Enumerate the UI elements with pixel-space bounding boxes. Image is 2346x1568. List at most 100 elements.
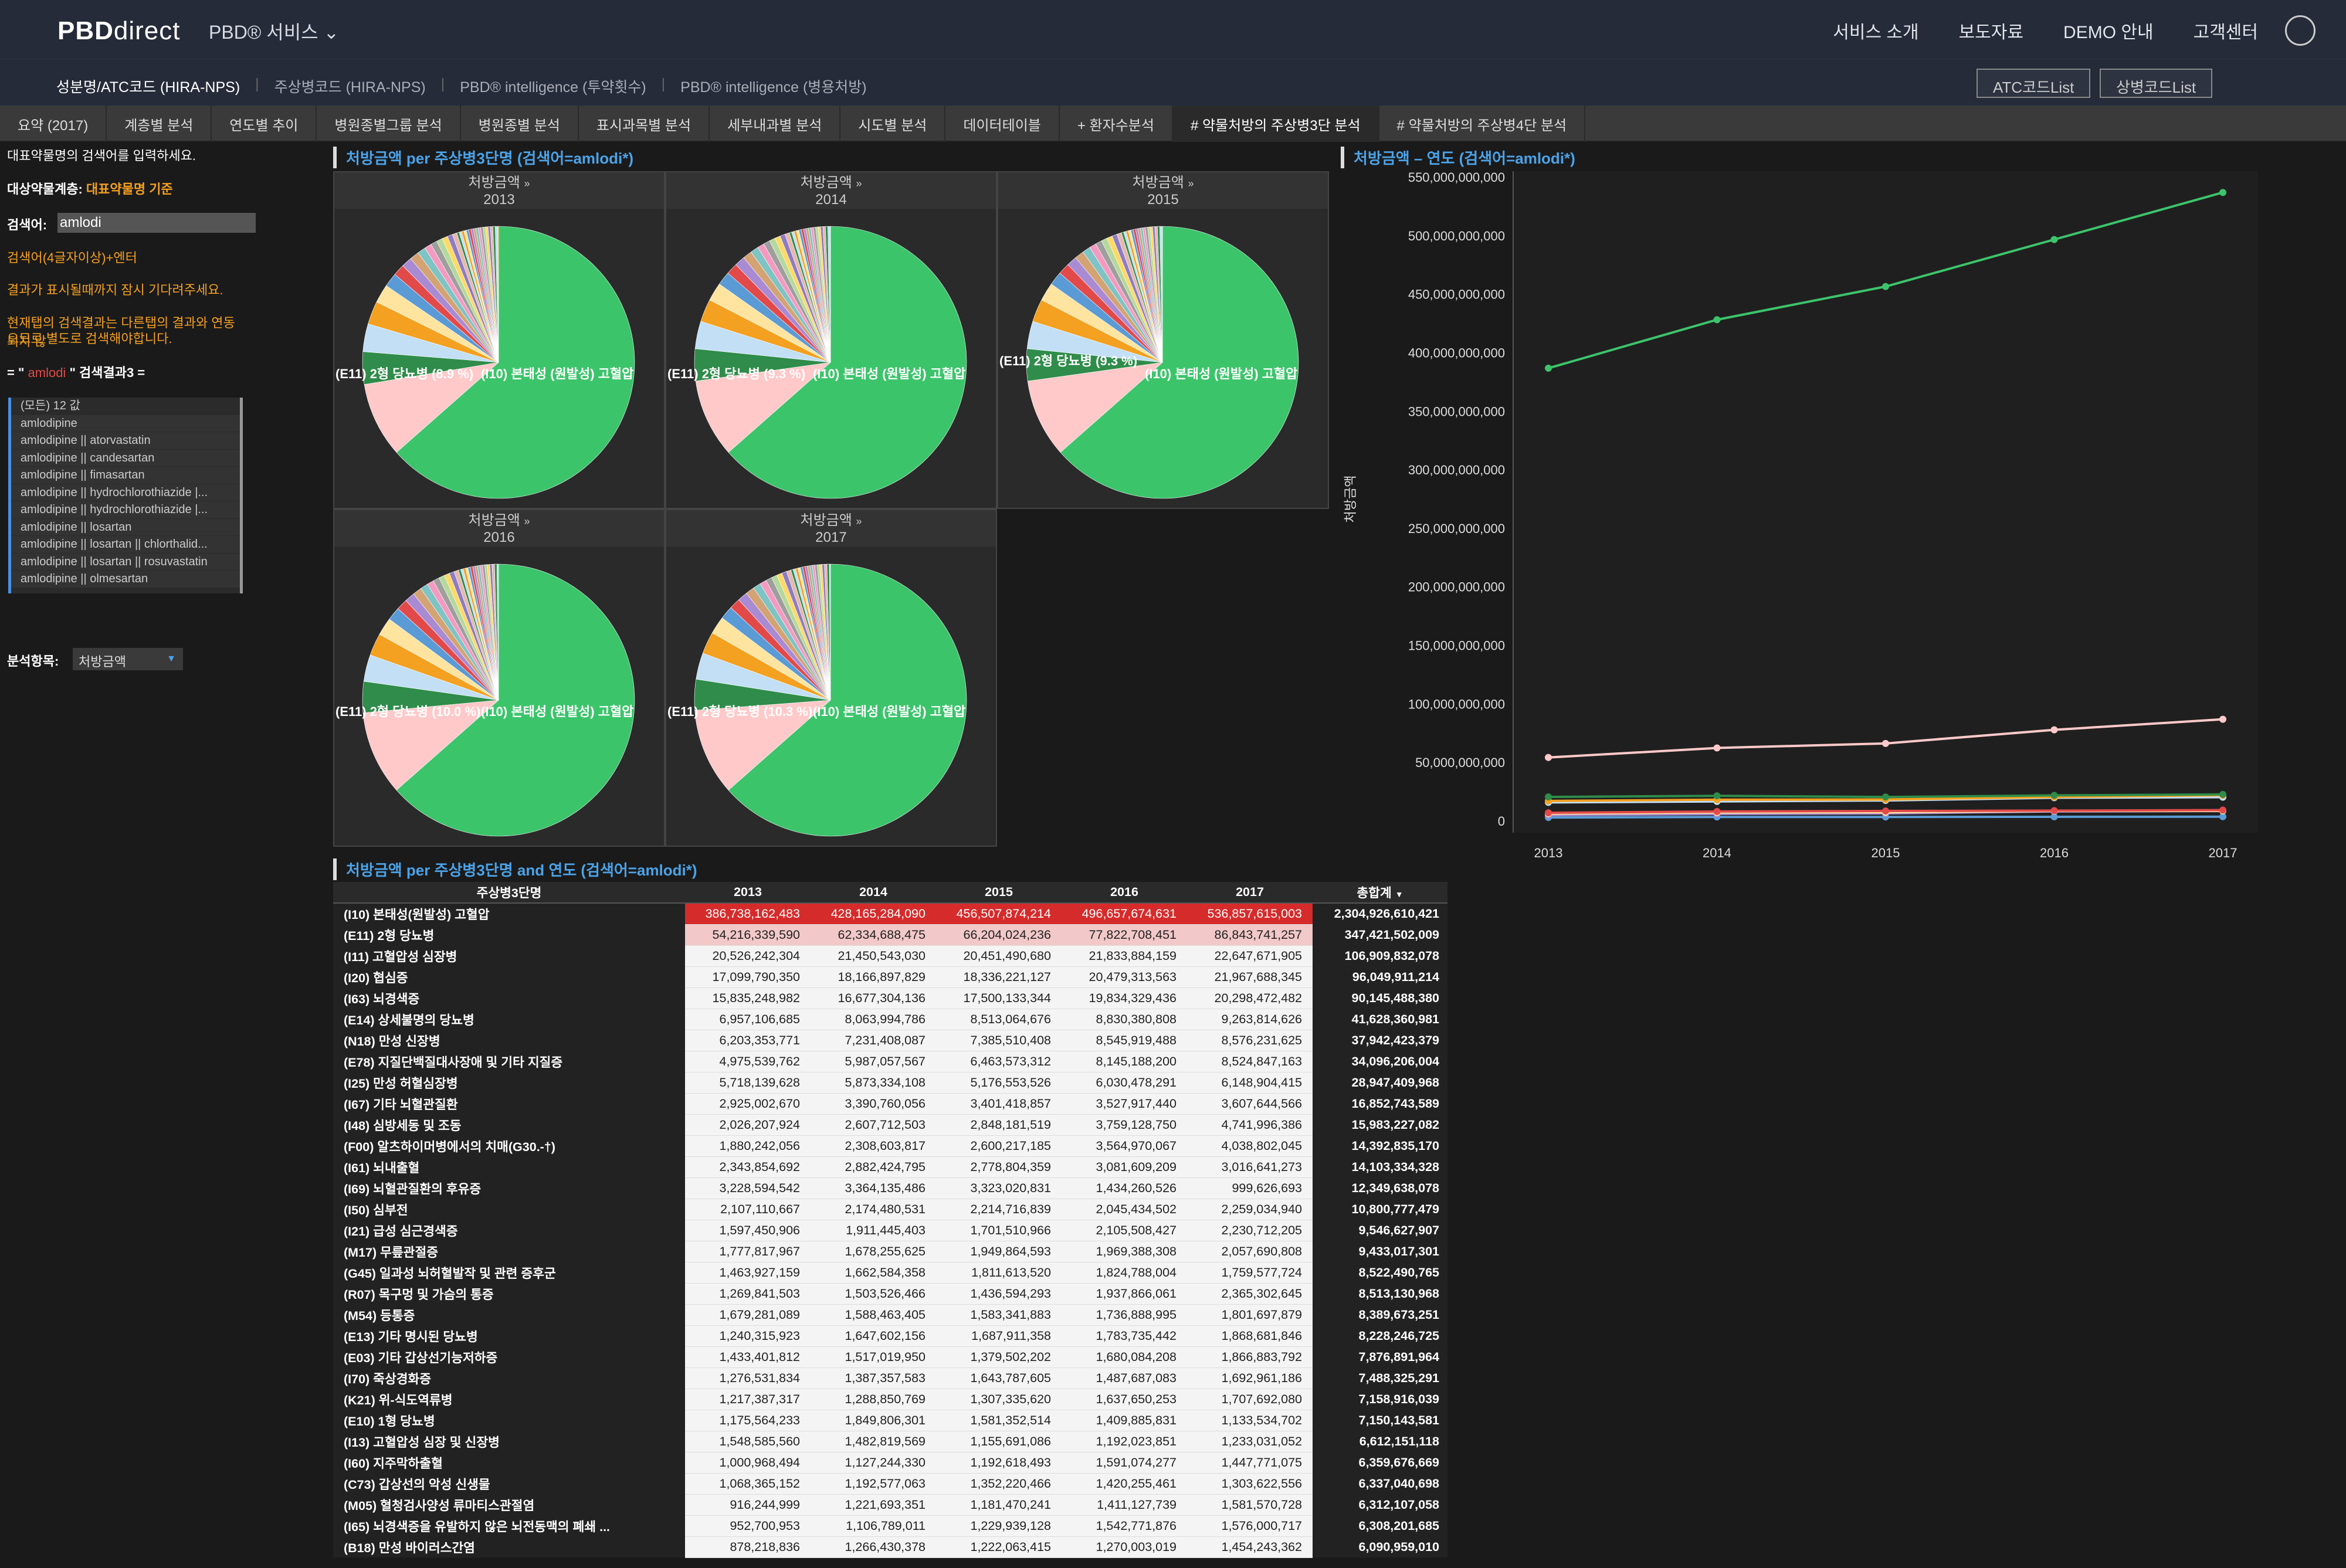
series-point[interactable]	[1882, 793, 1889, 801]
pie-slice-other[interactable]	[497, 226, 499, 363]
atc-code-list-button[interactable]: ATC코드List	[1977, 69, 2091, 98]
table-row[interactable]: (I69) 뇌혈관질환의 후유증 3,228,594,542 3,364,135,4…	[333, 1177, 1447, 1199]
series-point[interactable]	[1545, 364, 1552, 372]
table-row[interactable]: (E03) 기타 갑상선기능저하증 1,433,401,812 1,517,019,…	[333, 1346, 1447, 1368]
table-row[interactable]: (G45) 일과성 뇌허혈발작 및 관련 증후군 1,463,927,159 1,6…	[333, 1262, 1447, 1284]
table-row[interactable]: (I48) 심방세동 및 조동 2,026,207,924 2,607,712,50…	[333, 1114, 1447, 1136]
table-row[interactable]: (I50) 심부전 2,107,110,667 2,174,480,531 2,214…	[333, 1199, 1447, 1220]
table-row[interactable]: (I13) 고혈압성 심장 및 신장병 1,548,585,560 1,482,81…	[333, 1431, 1447, 1452]
table-row[interactable]: (I61) 뇌내출혈 2,343,854,692 2,882,424,795 2,77…	[333, 1156, 1447, 1178]
subnav-ingredient-atc[interactable]: 성분명/ATC코드 (HIRA-NPS)	[56, 79, 240, 96]
series-point[interactable]	[1882, 739, 1889, 747]
series-point[interactable]	[2219, 189, 2226, 196]
pie-slice-other[interactable]	[496, 564, 499, 701]
series-point[interactable]	[1545, 754, 1552, 761]
series-point[interactable]	[1545, 793, 1552, 801]
table-row[interactable]: (I10) 본태성(원발성) 고혈압 386,738,162,483 428,165…	[333, 903, 1447, 925]
table-row[interactable]: (E11) 2형 당뇨병 54,216,339,590 62,334,688,475…	[333, 924, 1447, 946]
nav-demo[interactable]: DEMO 안내	[2063, 23, 2154, 42]
series-point[interactable]	[2050, 726, 2058, 734]
list-item[interactable]: amlodipine	[11, 415, 240, 432]
tab-summary[interactable]: 요약 (2017)	[0, 106, 107, 142]
pie-slice-i10[interactable]	[728, 564, 967, 837]
table-row[interactable]: (F00) 알츠하이머병에서의 치매(G30.-†) 1,880,242,056 2…	[333, 1135, 1447, 1157]
list-item[interactable]: amlodipine || hydrochlorothiazide |...	[11, 484, 240, 501]
table-row[interactable]: (I60) 지주막하출혈 1,000,968,494 1,127,244,330 1,…	[333, 1452, 1447, 1474]
series-point[interactable]	[1713, 316, 1721, 324]
table-row[interactable]: (I11) 고혈압성 심장병 20,526,242,304 21,450,543,0…	[333, 945, 1447, 967]
table-row[interactable]: (I63) 뇌경색증 15,835,248,982 16,677,304,136 17…	[333, 987, 1447, 1009]
pie-slice-i10[interactable]	[1060, 226, 1299, 499]
series-point[interactable]	[2050, 792, 2058, 799]
tab-data-table[interactable]: 데이터테이블	[945, 106, 1060, 142]
table-row[interactable]: (E10) 1형 당뇨병 1,175,564,233 1,849,806,301 1,…	[333, 1410, 1447, 1431]
tab-hospital-type[interactable]: 병원종별 분석	[461, 106, 579, 142]
series-point[interactable]	[2050, 807, 2058, 814]
table-row[interactable]: (M54) 등통증 1,679,281,089 1,588,463,405 1,583…	[333, 1304, 1447, 1326]
pie-slice-e11[interactable]	[694, 700, 831, 790]
pbd-direct-logo[interactable]: PBDdirect	[57, 16, 181, 45]
series-point[interactable]	[2219, 806, 2226, 814]
header-total[interactable]: 총합계 ▼	[1313, 882, 1447, 904]
pie-slice-i10[interactable]	[396, 226, 635, 499]
table-row[interactable]: (M17) 무릎관절증 1,777,817,967 1,678,255,625 1,9…	[333, 1241, 1447, 1262]
pie-slice-e11[interactable]	[1027, 362, 1163, 453]
disease-code-list-button[interactable]: 상병코드List	[2100, 69, 2213, 98]
pie-slice-e11[interactable]	[695, 362, 831, 453]
series-point[interactable]	[2050, 236, 2058, 243]
drug-list[interactable]: (모든) 12 값 amlodipine amlodipine || atorv…	[8, 398, 243, 593]
pie-slice-e11[interactable]	[362, 700, 499, 790]
series-point[interactable]	[2219, 813, 2226, 820]
table-row[interactable]: (I65) 뇌경색증을 유발하지 않은 뇌전동맥의 폐쇄 ... 952,700,…	[333, 1515, 1447, 1537]
tab-hospital-group[interactable]: 병원종별그룹 분석	[317, 106, 461, 142]
subnav-intelligence-count[interactable]: PBD® intelligence (투약횟수)	[460, 79, 646, 96]
tab-disease-4[interactable]: # 약물처방의 주상병4단 분석	[1379, 106, 1586, 142]
user-account-icon[interactable]	[2285, 15, 2316, 46]
pie-slice-other[interactable]	[829, 564, 831, 701]
nav-customer-center[interactable]: 고객센터	[2193, 23, 2258, 42]
list-item[interactable]: amlodipine || losartan || chlorthalid...	[11, 536, 240, 554]
table-row[interactable]: (B18) 만성 바이러스간염 878,218,836 1,266,430,378 1…	[333, 1536, 1447, 1558]
search-input[interactable]: amlodi	[57, 213, 256, 233]
table-row[interactable]: (E14) 상세불명의 당뇨병 6,957,106,685 8,063,994,78…	[333, 1009, 1447, 1030]
list-item[interactable]: amlodipine || candesartan	[11, 449, 240, 467]
series-point[interactable]	[1713, 807, 1721, 815]
tab-disease-3[interactable]: # 약물처방의 주상병3단 분석	[1172, 106, 1379, 142]
table-row[interactable]: (R07) 목구멍 및 가슴의 통증 1,269,841,503 1,503,526…	[333, 1283, 1447, 1305]
nav-press[interactable]: 보도자료	[1958, 23, 2024, 42]
tab-layer[interactable]: 계층별 분석	[107, 106, 212, 142]
series-point[interactable]	[1545, 809, 1552, 817]
table-row[interactable]: (M05) 혈청검사양성 류마티스관절염 916,244,999 1,221,693…	[333, 1494, 1447, 1516]
tab-region[interactable]: 시도별 분석	[840, 106, 946, 142]
table-row[interactable]: (K21) 위-식도역류병 1,217,387,317 1,288,850,769 1…	[333, 1389, 1447, 1410]
table-row[interactable]: (I25) 만성 허혈심장병 5,718,139,628 5,873,334,108…	[333, 1072, 1447, 1094]
sort-icon[interactable]: ▼	[1395, 890, 1403, 899]
nav-service-intro[interactable]: 서비스 소개	[1833, 23, 1919, 42]
series-point[interactable]	[2050, 813, 2058, 820]
table-row[interactable]: (I70) 죽상경화증 1,276,531,834 1,387,357,583 1,6…	[333, 1367, 1447, 1389]
list-item-all[interactable]: (모든) 12 값	[11, 398, 240, 415]
pie-slice-i10[interactable]	[728, 226, 967, 499]
table-row[interactable]: (E78) 지질단백질대사장애 및 기타 지질증 4,975,539,762 5,9…	[333, 1051, 1447, 1073]
series-point[interactable]	[2219, 790, 2226, 798]
table-row[interactable]: (I20) 협심증 17,099,790,350 18,166,897,829 18,…	[333, 966, 1447, 988]
service-menu[interactable]: PBD® 서비스 ⌄	[209, 22, 340, 43]
table-row[interactable]: (E13) 기타 명시된 당뇨병 1,240,315,923 1,647,602,1…	[333, 1325, 1447, 1347]
list-item[interactable]: amlodipine || hydrochlorothiazide |...	[11, 501, 240, 519]
tab-yearly[interactable]: 연도별 추이	[212, 106, 317, 142]
series-point[interactable]	[1882, 807, 1889, 815]
series-point[interactable]	[2219, 715, 2226, 723]
series-point[interactable]	[1713, 744, 1721, 752]
analysis-select[interactable]: 처방금액 ▼	[73, 648, 183, 670]
pie-slice-i10[interactable]	[396, 564, 635, 837]
table-row[interactable]: (I67) 기타 뇌혈관질환 2,925,002,670 3,390,760,056…	[333, 1093, 1447, 1115]
subnav-intelligence-combo[interactable]: PBD® intelligence (병용처방)	[680, 79, 867, 96]
pie-slice-e11[interactable]	[364, 362, 499, 453]
tab-internal-medicine[interactable]: 세부내과별 분석	[710, 106, 841, 142]
subnav-disease-code[interactable]: 주상병코드 (HIRA-NPS)	[274, 79, 426, 96]
list-item[interactable]: amlodipine || losartan	[11, 518, 240, 536]
tab-department[interactable]: 표시과목별 분석	[579, 106, 710, 142]
list-item[interactable]: amlodipine || losartan || rosuvastatin	[11, 553, 240, 571]
series-point[interactable]	[1713, 792, 1721, 800]
list-item[interactable]: amlodipine || atorvastatin	[11, 432, 240, 450]
